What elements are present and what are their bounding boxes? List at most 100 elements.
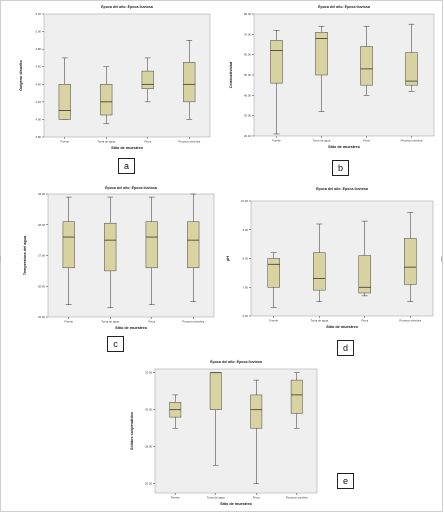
y-tick-label: 4.20 [36, 100, 42, 104]
x-category-label: Proyecto siembra [399, 319, 421, 323]
box-iqr [360, 46, 373, 86]
chart-title: Época del año: Época lluviosa [318, 4, 371, 9]
panel-label-a: a [118, 158, 135, 174]
y-tick-label: 60.00 [244, 53, 251, 57]
chart-title: Época del año: Época lluviosa [210, 359, 263, 364]
chart-title: Época del año: Época lluviosa [101, 4, 154, 9]
y-tick-label: 4.60 [36, 65, 42, 69]
y-tick-label: 4.40 [36, 82, 42, 86]
y-tick-label: 40.00 [244, 93, 251, 97]
chart-svg-b: Época del año: Época lluviosa 20.00 30.00 4… [229, 4, 435, 149]
y-tick-label: 6.00 [243, 314, 249, 318]
y-tick-label: 30.00 [145, 408, 152, 412]
x-category-label: Proyecto siembra [182, 320, 204, 324]
y-tick-label: 28.00 [38, 223, 45, 227]
x-category-label: Toma de agua [97, 140, 115, 144]
y-tick-label: 7.00 [243, 285, 249, 289]
y-tick-label: 29.00 [38, 192, 45, 196]
y-tick-label: 4.80 [36, 47, 42, 51]
box-iqr [315, 32, 328, 76]
x-axis-label: Sitio de muestreo [326, 325, 359, 329]
right-edge-handle [441, 256, 444, 262]
y-tick-label: 3.80 [36, 135, 42, 139]
x-category-label: Proyecto siembra [178, 140, 200, 144]
y-tick-label: 26.00 [38, 284, 45, 288]
chart-title: Época del año: Época lluviosa [316, 186, 369, 191]
y-axis-label: Sólidos suspendidos [130, 412, 134, 450]
chart-panel-a: Época del año: Época lluviosa 3.80 4.00 4.2… [4, 2, 218, 157]
box-iqr [145, 221, 158, 269]
panel-label-d: d [337, 340, 354, 356]
x-category-label: Fuente [64, 320, 73, 324]
x-category-label: Finca [361, 319, 368, 323]
plot-area [154, 368, 318, 494]
x-category-label: Fuente [60, 140, 69, 144]
x-category-label: Finca [144, 140, 151, 144]
box-iqr [187, 221, 200, 269]
box-iqr [405, 52, 418, 86]
y-axis-label: Conductividad [229, 61, 233, 88]
left-edge-handle [0, 256, 4, 262]
panel-label-c: c [107, 336, 124, 352]
box-iqr [104, 222, 117, 272]
y-tick-label: 10.00 [241, 199, 248, 203]
box-iqr [358, 255, 371, 294]
y-axis-label: Oxígeno disuelto [19, 59, 23, 90]
chart-panel-e: Época del año: Época lluviosa 26.00 28.00 3… [123, 357, 331, 511]
chart-svg-a: Época del año: Época lluviosa 3.80 4.00 4.2… [19, 4, 211, 150]
x-axis-label: Sitio de muestreo [220, 502, 253, 506]
box-iqr [250, 394, 263, 429]
x-category-label: Fuente [171, 496, 180, 500]
y-tick-label: 50.00 [244, 73, 251, 77]
box-iqr [183, 62, 196, 103]
box-iqr [209, 372, 222, 410]
box-iqr [404, 238, 417, 285]
y-axis-label: Temperatura del agua [23, 235, 27, 275]
x-axis-label: Sitio de muestreo [328, 145, 361, 149]
y-tick-label: 5.00 [36, 30, 42, 34]
x-category-label: Proyecto siembra [401, 139, 423, 143]
x-category-label: Finca [363, 139, 370, 143]
y-tick-label: 4.00 [36, 117, 42, 121]
y-tick-label: 5.20 [36, 12, 42, 16]
y-tick-label: 32.00 [145, 371, 152, 375]
chart-svg-c: Época del año: Época lluviosa 25.00 26.00 2… [23, 185, 215, 330]
y-axis-label: pH [226, 256, 230, 261]
chart-panel-b: Época del año: Época lluviosa 20.00 30.00 4… [222, 2, 438, 159]
box-iqr [313, 252, 326, 291]
chart-panel-c: Época del año: Época lluviosa 25.00 26.00 2… [6, 183, 220, 335]
x-axis-label: Sitio de muestreo [115, 326, 148, 330]
y-tick-label: 20.00 [244, 134, 251, 138]
x-category-label: Toma de agua [207, 496, 225, 500]
x-category-label: Toma de agua [101, 320, 119, 324]
y-tick-label: 9.00 [243, 228, 249, 232]
x-category-label: Proyecto siembra [286, 496, 308, 500]
chart-svg-d: Época del año: Época lluviosa 6.00 7.00 8.0… [226, 186, 434, 329]
chart-svg-e: Época del año: Época lluviosa 26.00 28.00 3… [130, 359, 318, 506]
y-tick-label: 70.00 [244, 32, 251, 36]
box-iqr [100, 84, 113, 116]
box-iqr [141, 70, 154, 89]
x-category-label: Toma de agua [313, 139, 331, 143]
y-tick-label: 8.00 [243, 257, 249, 261]
chart-panel-d: Época del año: Época lluviosa 6.00 7.00 8.0… [226, 184, 438, 339]
x-category-label: Fuente [272, 139, 281, 143]
plot-area [47, 193, 215, 318]
x-category-label: Finca [253, 496, 260, 500]
plot-area [43, 13, 211, 138]
x-axis-label: Sitio de muestreo [111, 146, 144, 150]
box-iqr [290, 379, 303, 414]
plot-area [250, 200, 434, 317]
x-category-label: Toma de agua [310, 319, 328, 323]
x-category-label: Finca [148, 320, 155, 324]
y-tick-label: 28.00 [145, 445, 152, 449]
box-iqr [62, 221, 75, 269]
box-iqr [58, 84, 71, 120]
y-tick-label: 25.00 [38, 315, 45, 319]
chart-title: Época del año: Época lluviosa [105, 185, 158, 190]
x-category-label: Fuente [269, 319, 278, 323]
y-tick-label: 30.00 [244, 114, 251, 118]
y-tick-label: 26.00 [145, 482, 152, 486]
plot-area [253, 13, 435, 137]
y-tick-label: 80.00 [244, 12, 251, 16]
